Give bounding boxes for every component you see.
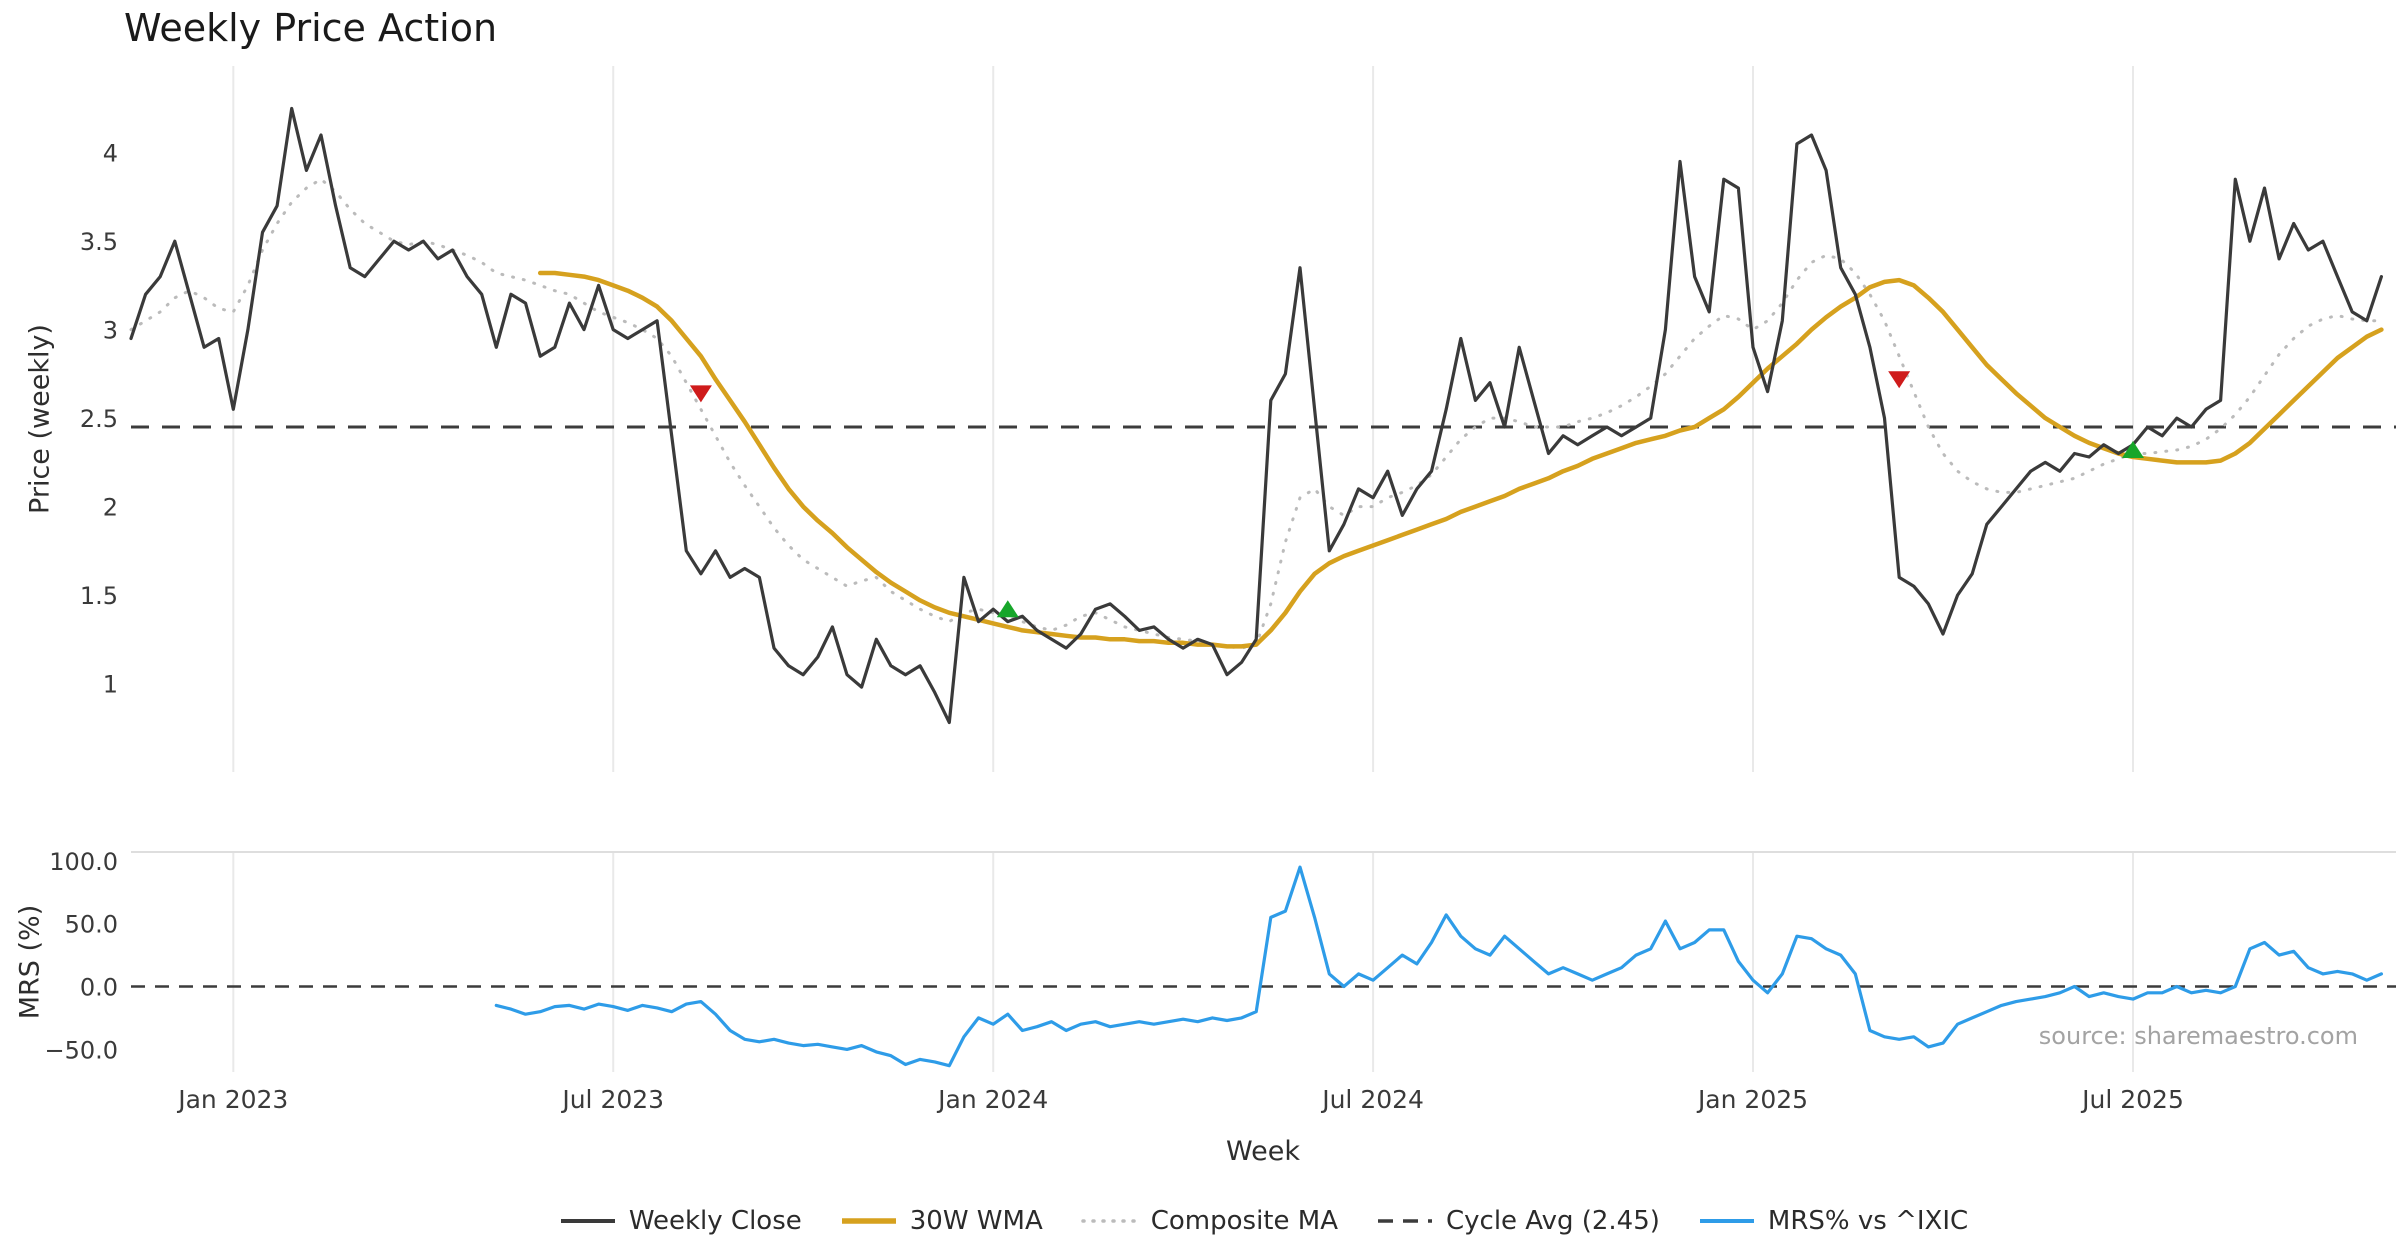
- legend-swatch: [841, 1218, 896, 1224]
- legend-item: Composite MA: [1080, 1206, 1338, 1236]
- x-tick-label: Jan 2023: [176, 1085, 288, 1114]
- buy-signal-marker: [996, 600, 1019, 618]
- legend-item: Weekly Close: [559, 1206, 802, 1236]
- mrs-ytick-label: 50.0: [65, 911, 118, 939]
- x-axis-label: Week: [1226, 1136, 1300, 1167]
- weekly-close-line: [129, 106, 2383, 725]
- x-tick-label: Jan 2025: [1696, 1085, 1808, 1114]
- buy-signal-marker: [2121, 440, 2144, 458]
- price-ytick-label: 1: [103, 671, 118, 699]
- chart-title: Weekly Price Action: [124, 6, 498, 50]
- x-tick-label: Jan 2024: [936, 1085, 1048, 1114]
- legend-label: 30W WMA: [909, 1206, 1043, 1236]
- price-ytick-label: 4: [103, 140, 118, 168]
- legend-swatch: [1699, 1219, 1754, 1223]
- composite-ma-line: [129, 177, 2383, 650]
- legend: Weekly Close 30W WMA Composite MA Cycle Avg…: [131, 1206, 2396, 1236]
- mrs-line: [494, 865, 2383, 1068]
- legend-item: MRS% vs ^IXIC: [1698, 1206, 1968, 1236]
- x-tick-label: Jul 2024: [1320, 1085, 1424, 1114]
- legend-item: Cycle Avg (2.45): [1376, 1206, 1660, 1236]
- legend-swatch: [1080, 1219, 1139, 1223]
- legend-swatch: [560, 1219, 615, 1223]
- wma-line: [537, 270, 2384, 649]
- price-ytick-label: 3.5: [80, 228, 118, 256]
- legend-label: Weekly Close: [628, 1206, 802, 1236]
- sell-signal-marker: [689, 385, 712, 403]
- legend-swatch: [1377, 1219, 1432, 1223]
- price-ytick-label: 3: [103, 317, 118, 345]
- mrs-ytick-label: 0.0: [80, 974, 118, 1002]
- mrs-ytick-label: 100.0: [49, 848, 118, 876]
- x-tick-label: Jul 2023: [560, 1085, 664, 1114]
- legend-label: Cycle Avg (2.45): [1445, 1206, 1660, 1236]
- legend-item: 30W WMA: [840, 1206, 1043, 1236]
- price-ytick-label: 2: [103, 494, 118, 522]
- mrs-ytick-label: −50.0: [44, 1036, 118, 1064]
- sell-signal-marker: [1888, 371, 1911, 389]
- x-tick-label: Jul 2025: [2080, 1085, 2184, 1114]
- source-note: source: sharemaestro.com: [2038, 1022, 2358, 1050]
- legend-label: Composite MA: [1150, 1206, 1338, 1236]
- price-ytick-label: 1.5: [80, 582, 118, 610]
- price-ytick-label: 2.5: [80, 405, 118, 433]
- legend-label: MRS% vs ^IXIC: [1767, 1206, 1969, 1236]
